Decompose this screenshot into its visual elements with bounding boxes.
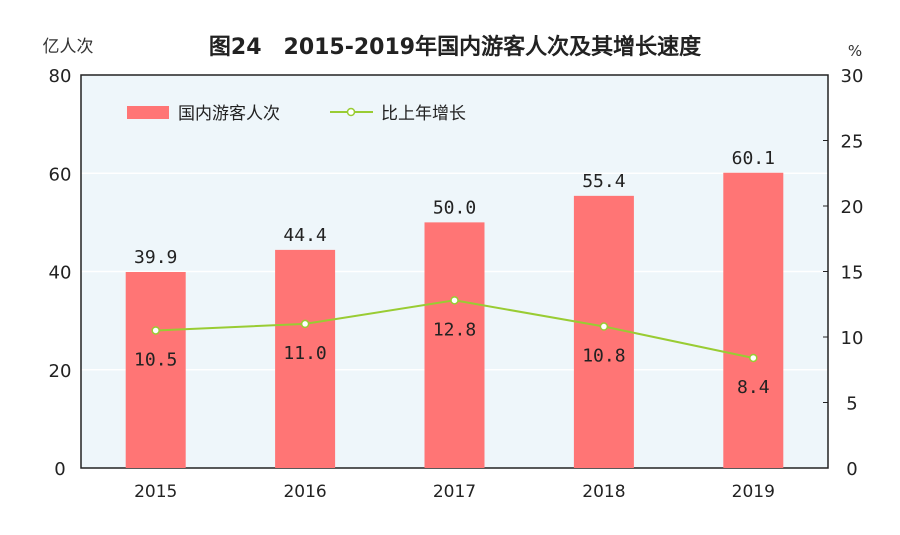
bar — [275, 249, 336, 468]
legend-bar-swatch — [127, 106, 169, 119]
x-tick-label: 2018 — [582, 482, 625, 502]
y-left-tick-label: 0 — [54, 459, 65, 480]
x-tick-label: 2017 — [433, 482, 476, 502]
bar — [723, 172, 784, 469]
y-right-tick-label: 0 — [846, 459, 857, 480]
line-data-label: 10.5 — [134, 349, 177, 370]
bar-data-label: 39.9 — [134, 247, 177, 268]
legend-bar-label: 国内游客人次 — [178, 104, 280, 124]
line-data-label: 10.8 — [582, 346, 625, 367]
y-right-tick-label: 5 — [846, 394, 857, 415]
bar — [573, 195, 634, 468]
y-right-tick-label: 10 — [841, 328, 864, 349]
bar-data-label: 60.1 — [732, 148, 775, 169]
y-right-axis-label: % — [848, 42, 862, 60]
line-data-label: 12.8 — [433, 319, 476, 340]
y-left-tick-label: 40 — [49, 263, 72, 284]
y-right-tick-label: 15 — [841, 263, 864, 284]
line-data-label: 8.4 — [737, 377, 770, 398]
legend-line-marker — [346, 107, 356, 117]
bar-data-label: 50.0 — [433, 197, 476, 218]
x-tick-label: 2016 — [283, 482, 326, 502]
line-data-label: 11.0 — [283, 343, 326, 364]
x-tick-label: 2019 — [732, 482, 775, 502]
x-tick-label: 2015 — [134, 482, 177, 502]
y-right-tick-label: 20 — [841, 197, 864, 218]
growth-point — [749, 353, 758, 363]
growth-point — [151, 326, 160, 335]
bar — [125, 271, 186, 468]
bar — [424, 222, 485, 468]
bar-data-label: 44.4 — [283, 225, 326, 246]
y-right-tick-label: 30 — [841, 66, 864, 87]
y-left-tick-label: 20 — [49, 361, 72, 382]
y-left-tick-label: 60 — [49, 164, 72, 185]
legend-line-label: 比上年增长 — [381, 104, 466, 124]
y-left-axis-label: 亿人次 — [43, 37, 94, 57]
chart-title: 图24 2015-2019年国内游客人次及其增长速度 — [209, 34, 702, 60]
y-right-tick-label: 25 — [841, 132, 864, 153]
growth-point — [300, 319, 310, 329]
y-left-tick-label: 80 — [49, 66, 72, 87]
growth-point — [450, 296, 459, 305]
bar-data-label: 55.4 — [582, 171, 625, 192]
growth-point — [599, 322, 609, 331]
